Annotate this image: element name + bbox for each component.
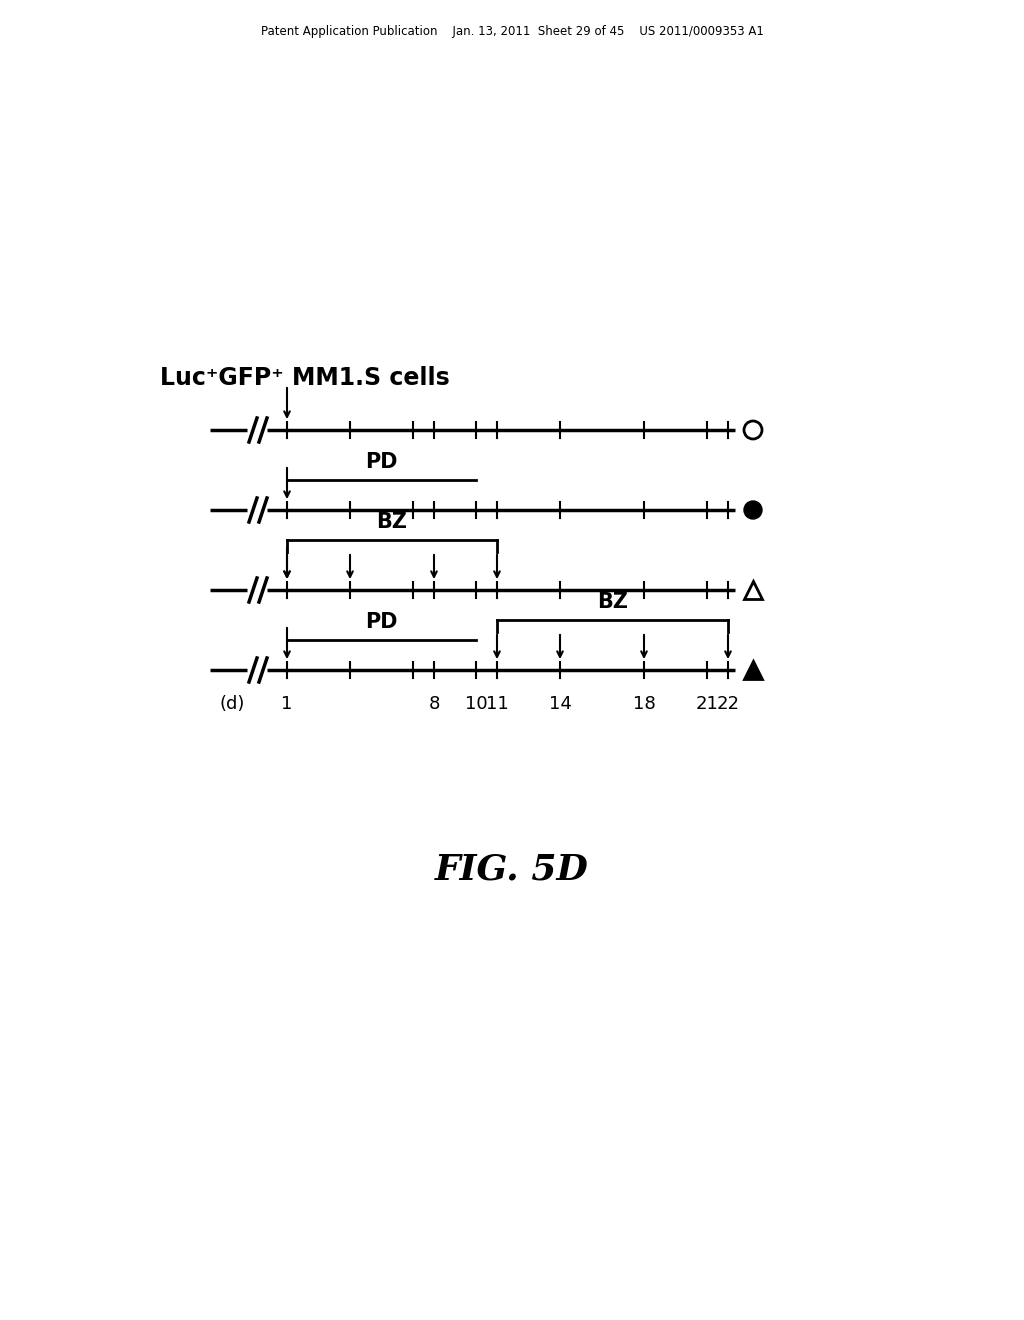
Circle shape xyxy=(744,502,762,519)
Text: Luc⁺GFP⁺ MM1.S cells: Luc⁺GFP⁺ MM1.S cells xyxy=(160,366,450,389)
Text: BZ: BZ xyxy=(597,591,628,612)
Text: (d): (d) xyxy=(219,696,245,713)
Text: 18: 18 xyxy=(633,696,655,713)
Text: 21: 21 xyxy=(695,696,719,713)
Text: FIG. 5D: FIG. 5D xyxy=(435,853,589,887)
Text: 14: 14 xyxy=(549,696,571,713)
Text: BZ: BZ xyxy=(377,512,408,532)
Text: 1: 1 xyxy=(282,696,293,713)
Text: Patent Application Publication    Jan. 13, 2011  Sheet 29 of 45    US 2011/00093: Patent Application Publication Jan. 13, … xyxy=(260,25,764,38)
Text: PD: PD xyxy=(366,451,397,473)
Text: 8: 8 xyxy=(428,696,439,713)
Text: 11: 11 xyxy=(485,696,508,713)
Text: 22: 22 xyxy=(717,696,739,713)
Text: PD: PD xyxy=(366,612,397,632)
Text: 10: 10 xyxy=(465,696,487,713)
